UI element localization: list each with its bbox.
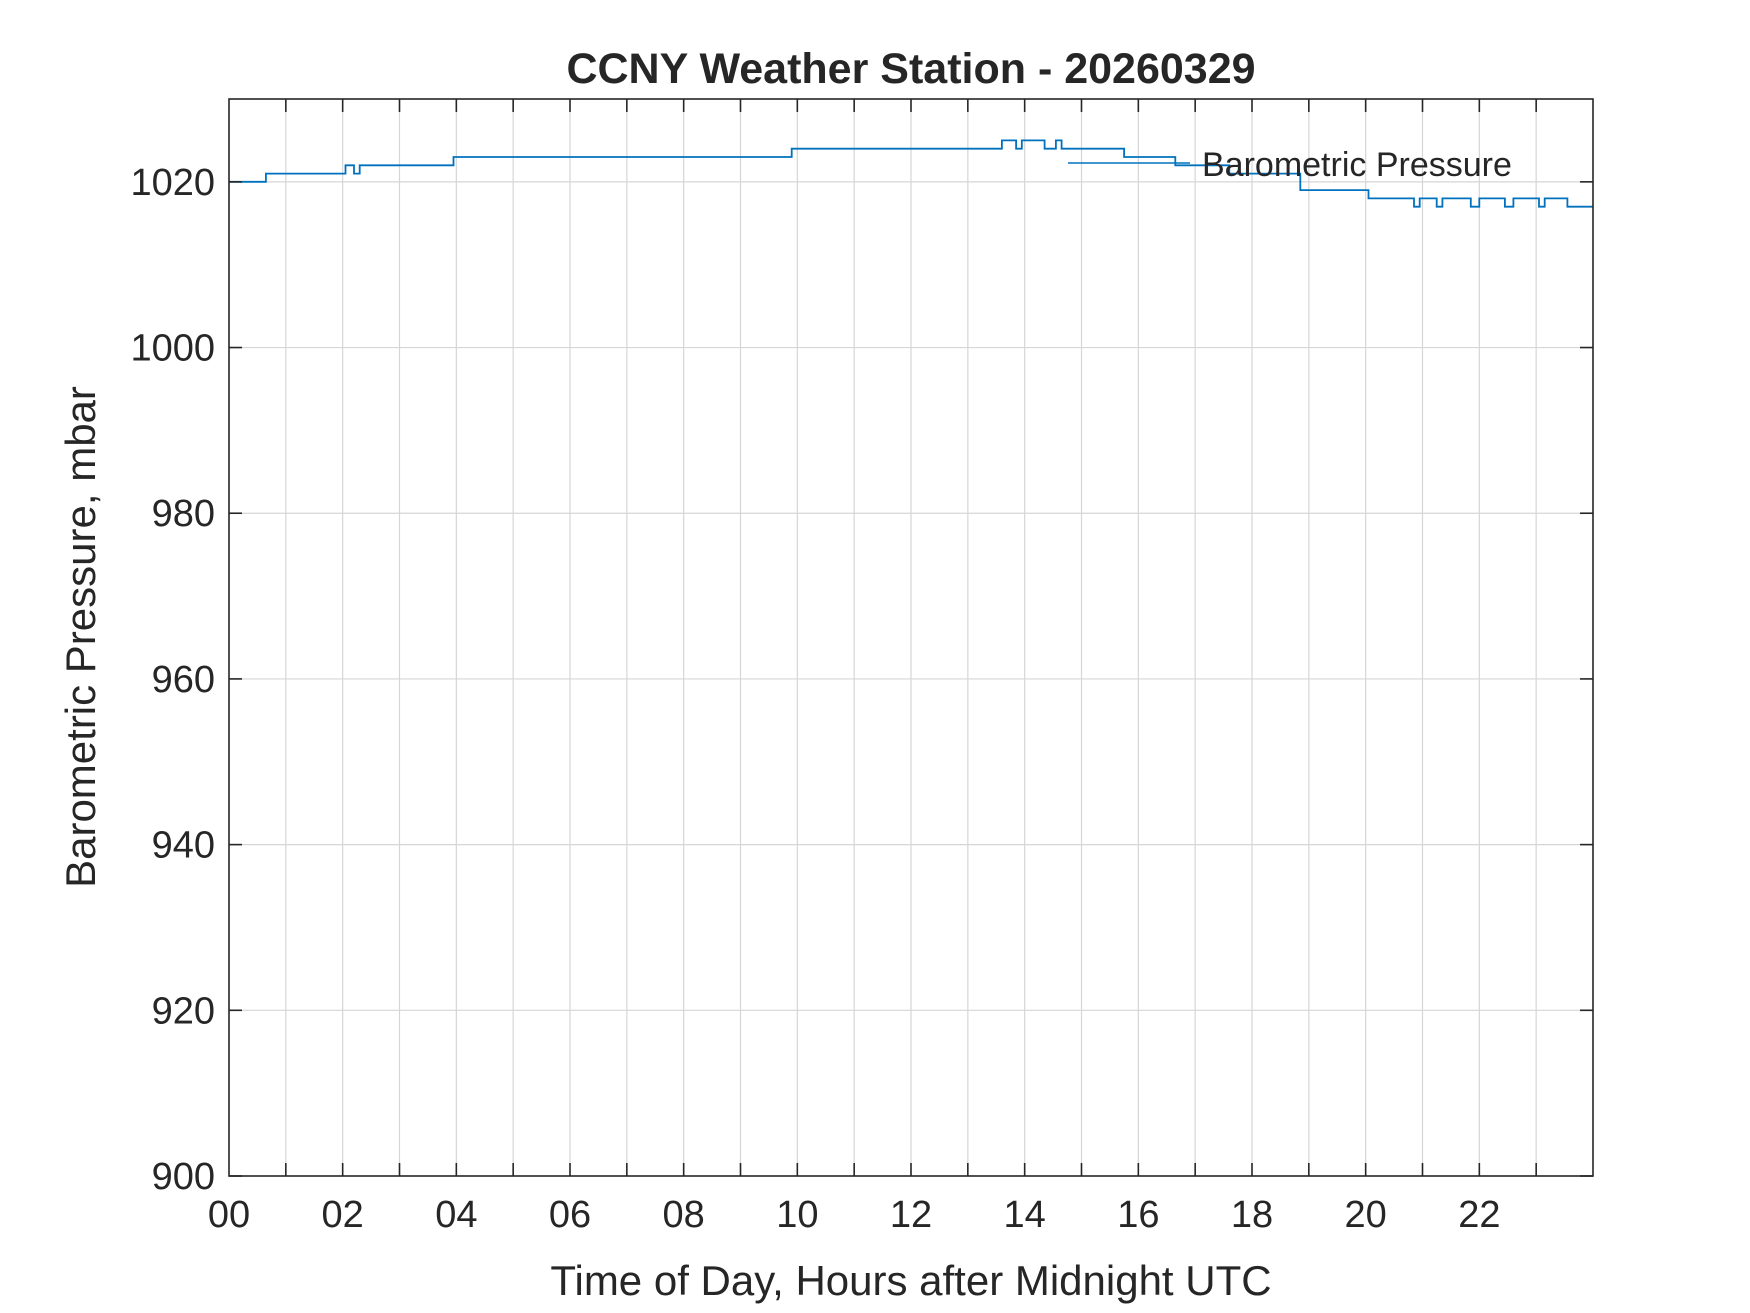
y-tick-label: 980 [152, 493, 215, 535]
legend: Barometric Pressure [1068, 146, 1512, 184]
grid [229, 99, 1593, 1176]
y-tick-label: 1000 [130, 328, 215, 370]
x-tick-label: 00 [208, 1194, 250, 1236]
y-tick-label: 900 [152, 1156, 215, 1198]
x-tick-label: 04 [435, 1194, 477, 1236]
x-axis-label: Time of Day, Hours after Midnight UTC [550, 1257, 1271, 1304]
y-axis-label: Barometric Pressure, mbar [57, 386, 104, 888]
series-layer [229, 139, 1593, 208]
y-tick-label: 920 [152, 990, 215, 1032]
x-tick-label: 02 [322, 1194, 364, 1236]
x-tick-label: 06 [549, 1194, 591, 1236]
x-tick-label: 18 [1231, 1194, 1273, 1236]
x-tick-label: 22 [1458, 1194, 1500, 1236]
x-tick-label: 16 [1117, 1194, 1159, 1236]
x-tick-label: 20 [1345, 1194, 1387, 1236]
y-tick-label: 940 [152, 825, 215, 867]
x-tick-label: 08 [663, 1194, 705, 1236]
chart-title: CCNY Weather Station - 20260329 [566, 45, 1255, 93]
x-tick-label: 10 [776, 1194, 818, 1236]
y-tick-label: 1020 [130, 162, 215, 204]
x-tick-label: 12 [890, 1194, 932, 1236]
ticks: 00 02 04 06 08 10 12 14 16 18 20 22 900 920 940 960 980 1… [130, 99, 1593, 1236]
legend-label: Barometric Pressure [1202, 146, 1512, 184]
x-tick-label: 14 [1004, 1194, 1046, 1236]
y-tick-label: 960 [152, 659, 215, 701]
series-line-barometric-pressure [229, 139, 1593, 208]
